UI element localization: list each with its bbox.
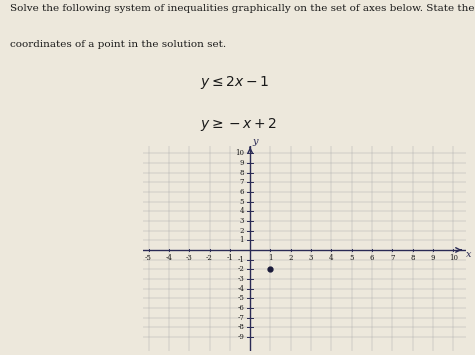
Text: -4: -4 xyxy=(237,285,244,293)
Text: 6: 6 xyxy=(239,188,244,196)
Text: -5: -5 xyxy=(237,294,244,302)
Text: 3: 3 xyxy=(240,217,244,225)
Text: 1: 1 xyxy=(268,254,273,262)
Text: -4: -4 xyxy=(165,254,172,262)
Text: 2: 2 xyxy=(288,254,293,262)
Text: y: y xyxy=(253,137,258,146)
Text: -3: -3 xyxy=(238,275,244,283)
Text: 4: 4 xyxy=(329,254,333,262)
Text: -1: -1 xyxy=(227,254,233,262)
Text: -5: -5 xyxy=(145,254,152,262)
Text: 3: 3 xyxy=(309,254,314,262)
Text: 8: 8 xyxy=(239,169,244,177)
Text: 5: 5 xyxy=(239,198,244,206)
Text: 2: 2 xyxy=(239,226,244,235)
Text: 8: 8 xyxy=(410,254,415,262)
Text: 5: 5 xyxy=(350,254,354,262)
Text: x: x xyxy=(466,250,471,259)
Text: 9: 9 xyxy=(239,159,244,167)
Text: 7: 7 xyxy=(239,178,244,186)
Text: 9: 9 xyxy=(431,254,435,262)
Text: 1: 1 xyxy=(239,236,244,244)
Text: $y \geq -x + 2$: $y \geq -x + 2$ xyxy=(200,116,277,133)
Text: Solve the following system of inequalities graphically on the set of axes below.: Solve the following system of inequaliti… xyxy=(10,4,474,13)
Text: 7: 7 xyxy=(390,254,395,262)
Text: 4: 4 xyxy=(239,207,244,215)
Text: 6: 6 xyxy=(370,254,374,262)
Text: -2: -2 xyxy=(206,254,213,262)
Text: -7: -7 xyxy=(237,313,244,322)
Text: -8: -8 xyxy=(237,323,244,331)
Text: -2: -2 xyxy=(237,265,244,273)
Text: -1: -1 xyxy=(237,256,244,264)
Text: -6: -6 xyxy=(237,304,244,312)
Text: 10: 10 xyxy=(235,149,244,157)
Text: -9: -9 xyxy=(237,333,244,341)
Text: coordinates of a point in the solution set.: coordinates of a point in the solution s… xyxy=(10,40,226,49)
Text: 10: 10 xyxy=(449,254,458,262)
Text: -3: -3 xyxy=(186,254,192,262)
Text: $y \leq 2x - 1$: $y \leq 2x - 1$ xyxy=(200,74,269,91)
